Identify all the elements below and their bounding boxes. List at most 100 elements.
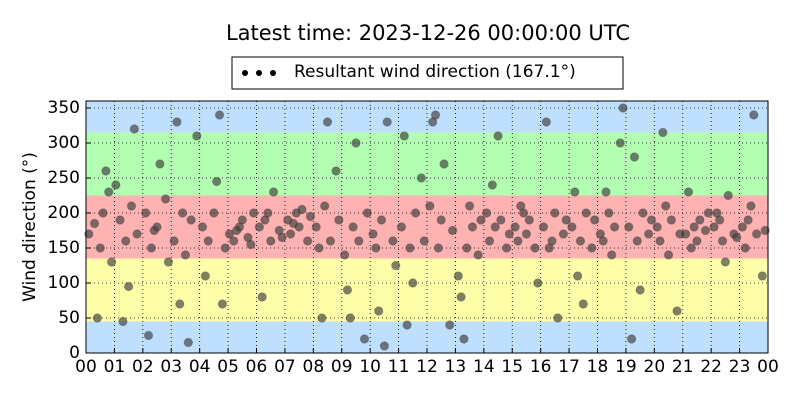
data-point bbox=[558, 229, 569, 239]
data-point bbox=[246, 239, 256, 250]
data-point bbox=[572, 271, 583, 281]
data-point bbox=[359, 334, 370, 344]
data-point bbox=[288, 218, 299, 229]
data-point bbox=[533, 278, 543, 288]
data-point bbox=[322, 117, 333, 127]
data-point bbox=[459, 334, 469, 344]
data-point bbox=[177, 208, 188, 218]
data-point bbox=[331, 166, 341, 176]
data-point bbox=[703, 208, 714, 218]
data-point bbox=[229, 236, 239, 246]
data-point bbox=[121, 236, 131, 246]
data-point bbox=[700, 225, 711, 236]
x-tick-label: 09 bbox=[331, 357, 353, 377]
data-point bbox=[629, 152, 640, 162]
data-point bbox=[746, 201, 756, 211]
data-point bbox=[209, 208, 219, 218]
data-point bbox=[368, 229, 378, 239]
data-point bbox=[212, 176, 222, 187]
data-point bbox=[266, 236, 276, 246]
data-point bbox=[425, 201, 435, 211]
data-point bbox=[254, 222, 265, 232]
data-point bbox=[652, 222, 662, 232]
x-tick-label: 14 bbox=[473, 357, 495, 377]
data-point bbox=[550, 208, 560, 218]
y-tick-label: 200 bbox=[48, 203, 80, 223]
x-tick-label: 16 bbox=[530, 357, 552, 377]
chart-title: Latest time: 2023-12-26 00:00:00 UTC bbox=[226, 21, 630, 45]
plot-frame bbox=[85, 100, 769, 354]
data-point bbox=[743, 215, 753, 225]
x-tick-label: 23 bbox=[729, 357, 751, 377]
data-point bbox=[163, 257, 174, 267]
data-point bbox=[598, 236, 608, 246]
x-tick-label: 18 bbox=[587, 357, 609, 377]
y-tick-label: 50 bbox=[58, 308, 80, 328]
data-point bbox=[95, 243, 105, 253]
data-point bbox=[524, 215, 534, 225]
data-point bbox=[615, 138, 625, 148]
x-tick-label: 21 bbox=[672, 357, 694, 377]
data-point bbox=[175, 299, 185, 309]
data-point bbox=[115, 215, 125, 225]
data-point bbox=[396, 222, 407, 232]
data-point bbox=[484, 236, 495, 246]
y-tick-label: 100 bbox=[48, 273, 80, 293]
data-point bbox=[351, 138, 361, 148]
data-point bbox=[481, 208, 492, 218]
data-point bbox=[391, 260, 401, 271]
data-point bbox=[146, 243, 157, 253]
legend-marker bbox=[270, 70, 276, 76]
data-point bbox=[92, 313, 103, 323]
y-tick-label: 300 bbox=[48, 133, 80, 153]
data-point bbox=[339, 250, 350, 260]
data-point bbox=[646, 215, 657, 225]
data-point bbox=[513, 236, 523, 246]
data-point bbox=[160, 194, 171, 204]
x-tick-label: 04 bbox=[189, 357, 211, 377]
data-point bbox=[104, 187, 114, 197]
data-point bbox=[214, 110, 225, 120]
data-point bbox=[501, 243, 512, 253]
data-point bbox=[433, 243, 444, 253]
data-point bbox=[98, 208, 108, 218]
y-tick-label: 250 bbox=[48, 168, 80, 188]
data-point bbox=[587, 243, 597, 253]
data-point bbox=[224, 229, 235, 239]
data-point bbox=[473, 250, 483, 260]
data-point bbox=[186, 215, 196, 225]
data-point bbox=[101, 166, 111, 176]
x-tick-label: 02 bbox=[132, 357, 154, 377]
data-point bbox=[692, 236, 702, 246]
data-point bbox=[84, 229, 94, 239]
data-point bbox=[521, 229, 532, 239]
data-point bbox=[567, 222, 577, 232]
x-tick-label: 19 bbox=[615, 357, 637, 377]
data-point bbox=[334, 215, 344, 225]
data-point bbox=[379, 341, 390, 351]
data-point bbox=[439, 159, 449, 169]
data-point bbox=[382, 117, 392, 127]
data-point bbox=[231, 225, 242, 236]
data-point bbox=[302, 236, 313, 246]
x-tick-label: 06 bbox=[246, 357, 268, 377]
data-point bbox=[416, 173, 427, 183]
data-point bbox=[217, 299, 228, 309]
data-point bbox=[200, 271, 211, 281]
x-tick-label: 20 bbox=[644, 357, 666, 377]
data-point bbox=[376, 215, 387, 225]
data-point bbox=[220, 243, 230, 253]
x-tick-label: 11 bbox=[388, 357, 410, 377]
data-point bbox=[638, 208, 648, 218]
data-point bbox=[118, 316, 128, 327]
data-point bbox=[260, 215, 270, 225]
data-point bbox=[348, 222, 358, 232]
data-point bbox=[197, 222, 208, 232]
data-point bbox=[305, 211, 316, 222]
data-point bbox=[467, 222, 478, 232]
data-point bbox=[604, 208, 614, 218]
data-point bbox=[490, 222, 500, 232]
data-point bbox=[314, 243, 324, 253]
data-point bbox=[445, 320, 455, 330]
